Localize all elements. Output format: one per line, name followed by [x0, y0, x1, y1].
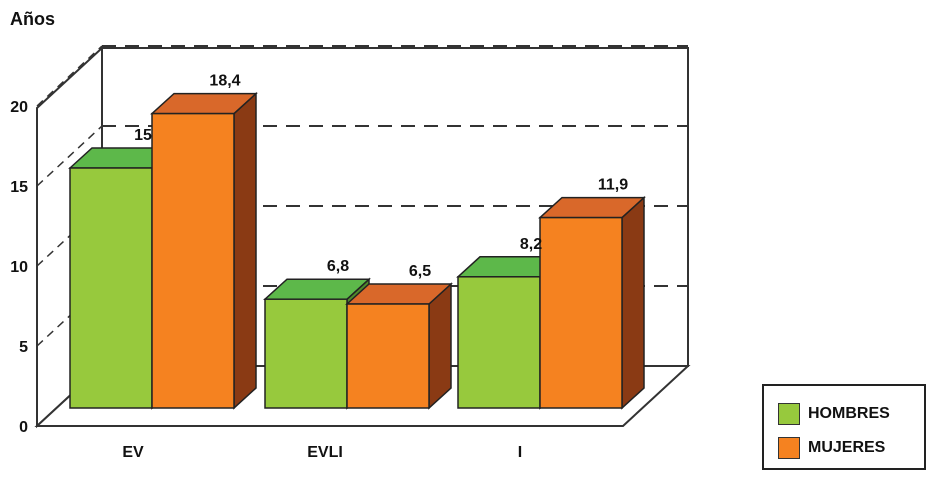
bar	[539, 216, 623, 409]
legend-item-hombres: HOMBRES	[778, 402, 890, 426]
legend-swatch-hombres	[778, 403, 800, 425]
bar	[346, 303, 430, 409]
legend-label-mujeres: MUJERES	[808, 439, 886, 456]
y-axis-ticks: 0 5 10 15 20	[10, 99, 28, 436]
data-label: 18,4	[209, 73, 240, 90]
gridline-side	[36, 125, 103, 187]
x-tick-label: EV	[122, 444, 144, 461]
y-tick-label: 10	[10, 259, 28, 276]
legend-item-mujeres: MUJERES	[778, 436, 885, 460]
y-tick-label: 20	[10, 99, 28, 116]
data-label: 8,2	[520, 236, 542, 253]
x-tick-label: I	[518, 444, 522, 461]
bar-side	[233, 91, 257, 410]
legend-label-hombres: HOMBRES	[808, 405, 890, 422]
bar	[151, 112, 235, 409]
x-tick-label: EVLI	[307, 444, 343, 461]
data-label: 6,8	[327, 258, 349, 275]
legend-swatch-mujeres	[778, 437, 800, 459]
bar	[264, 298, 348, 409]
gridline-side	[36, 45, 103, 107]
data-labels: 15 18,4 6,8 6,5 8,2 11,9	[134, 73, 628, 280]
data-label: 11,9	[598, 177, 628, 194]
x-axis-ticks: EV EVLI I	[122, 444, 522, 461]
legend: HOMBRES MUJERES	[762, 384, 926, 470]
y-tick-label: 15	[10, 179, 28, 196]
y-tick-label: 0	[19, 419, 28, 436]
data-label: 6,5	[409, 263, 431, 280]
bar-side	[428, 282, 452, 410]
bars	[68, 91, 646, 410]
bar	[69, 167, 153, 409]
y-axis-label: Años	[10, 9, 55, 29]
bar	[457, 276, 541, 409]
bar-side	[621, 195, 645, 410]
data-label: 15	[134, 127, 152, 144]
y-tick-label: 5	[19, 339, 28, 356]
